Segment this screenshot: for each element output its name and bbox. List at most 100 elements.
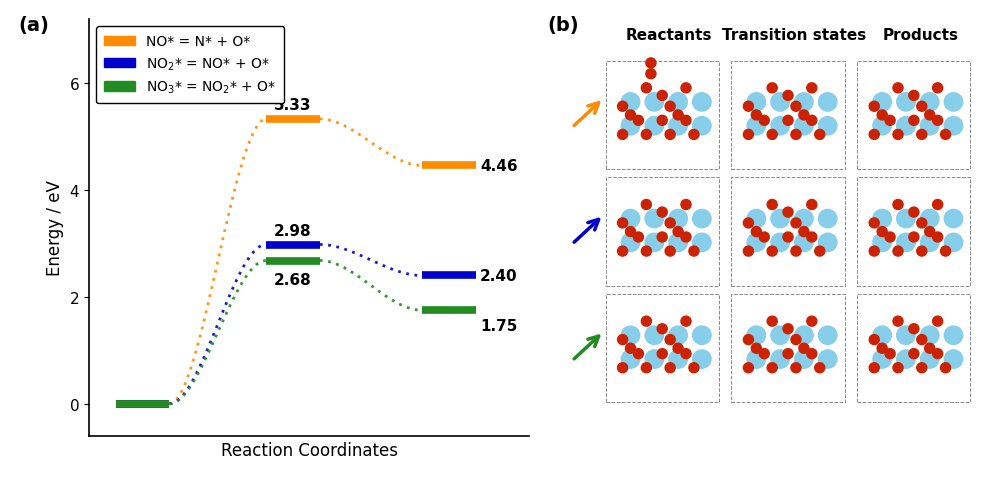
Circle shape (783, 207, 793, 217)
Circle shape (665, 218, 675, 228)
Circle shape (873, 117, 891, 136)
Circle shape (818, 350, 837, 369)
Circle shape (693, 234, 711, 252)
Text: (b): (b) (547, 16, 579, 35)
Circle shape (917, 218, 927, 228)
Circle shape (917, 363, 927, 373)
Circle shape (893, 246, 903, 257)
Circle shape (794, 94, 813, 112)
Bar (731, 295, 845, 403)
Circle shape (933, 317, 943, 327)
Circle shape (621, 350, 640, 369)
Circle shape (893, 130, 903, 140)
Circle shape (921, 234, 939, 252)
Text: Products: Products (882, 29, 958, 43)
Circle shape (909, 91, 919, 101)
Circle shape (645, 350, 664, 369)
Circle shape (669, 350, 688, 369)
Circle shape (791, 218, 801, 228)
Circle shape (941, 130, 950, 140)
Circle shape (669, 234, 688, 252)
Circle shape (673, 111, 683, 121)
Circle shape (751, 227, 762, 237)
Circle shape (783, 116, 793, 126)
Circle shape (921, 117, 939, 136)
Bar (606, 178, 719, 286)
Circle shape (945, 210, 962, 228)
Circle shape (618, 218, 627, 228)
Circle shape (673, 344, 683, 354)
Circle shape (897, 327, 915, 345)
Circle shape (645, 94, 664, 112)
Circle shape (807, 232, 817, 242)
Circle shape (794, 327, 813, 345)
Circle shape (657, 116, 667, 126)
Circle shape (633, 116, 643, 126)
Circle shape (945, 350, 962, 369)
Circle shape (933, 232, 943, 242)
Circle shape (941, 246, 950, 257)
Circle shape (909, 116, 919, 126)
Circle shape (791, 102, 801, 112)
Circle shape (689, 130, 699, 140)
Circle shape (917, 130, 927, 140)
Bar (858, 178, 970, 286)
Circle shape (815, 130, 825, 140)
Circle shape (767, 246, 778, 257)
Circle shape (869, 218, 879, 228)
Circle shape (909, 349, 919, 359)
Circle shape (807, 116, 817, 126)
Circle shape (917, 246, 927, 257)
Circle shape (933, 349, 943, 359)
Bar (606, 295, 719, 403)
Circle shape (945, 327, 962, 345)
Circle shape (767, 317, 778, 327)
Text: 2.98: 2.98 (275, 223, 312, 238)
Circle shape (621, 94, 640, 112)
Circle shape (877, 227, 887, 237)
Circle shape (791, 130, 801, 140)
Bar (606, 62, 719, 170)
Circle shape (641, 200, 651, 210)
Circle shape (743, 102, 754, 112)
Circle shape (693, 350, 711, 369)
Circle shape (771, 350, 789, 369)
Circle shape (767, 84, 778, 94)
Circle shape (921, 94, 939, 112)
Circle shape (618, 102, 627, 112)
Circle shape (759, 349, 770, 359)
Circle shape (945, 94, 962, 112)
Circle shape (925, 227, 935, 237)
Circle shape (933, 84, 943, 94)
Circle shape (893, 84, 903, 94)
Circle shape (641, 84, 651, 94)
Text: 1.75: 1.75 (480, 319, 518, 334)
Circle shape (743, 130, 754, 140)
Circle shape (807, 349, 817, 359)
Circle shape (869, 102, 879, 112)
Circle shape (897, 117, 915, 136)
Circle shape (657, 232, 667, 242)
Circle shape (873, 350, 891, 369)
Circle shape (771, 234, 789, 252)
Circle shape (751, 344, 762, 354)
Circle shape (743, 363, 754, 373)
Circle shape (897, 234, 915, 252)
Circle shape (767, 130, 778, 140)
Circle shape (767, 363, 778, 373)
Circle shape (747, 94, 766, 112)
Circle shape (925, 344, 935, 354)
Circle shape (933, 200, 943, 210)
Circle shape (783, 349, 793, 359)
Circle shape (869, 130, 879, 140)
Text: Transition states: Transition states (722, 29, 866, 43)
Circle shape (641, 130, 651, 140)
Circle shape (693, 327, 711, 345)
Text: (a): (a) (19, 16, 49, 35)
Circle shape (877, 111, 887, 121)
Circle shape (794, 234, 813, 252)
Circle shape (791, 363, 801, 373)
Circle shape (657, 207, 667, 217)
Circle shape (747, 210, 766, 228)
Circle shape (669, 327, 688, 345)
